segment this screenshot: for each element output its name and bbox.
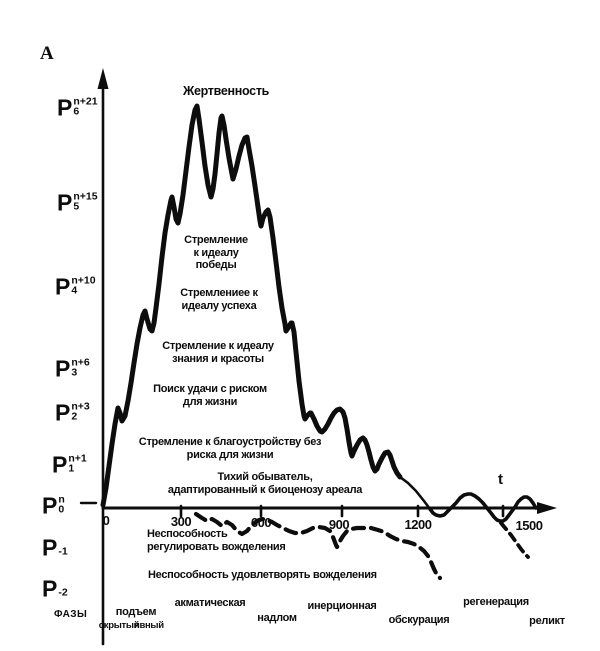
x-tick-label-600: 600 xyxy=(250,515,272,530)
x-axis-title: t xyxy=(498,471,503,488)
subpassionarity-dashed-curve xyxy=(193,511,443,581)
regeneration-wiggle xyxy=(428,492,538,523)
annotation-ideal-of-knowledge: Стремление к идеалу знания и красоты xyxy=(162,340,274,365)
x-tick-label-0: 0 xyxy=(102,513,110,528)
figure-label: А xyxy=(40,43,54,64)
y-axis-label-P-1: P -1 xyxy=(42,534,68,560)
annotation-ideal-of-success: Стремлениее к идеалу успеха xyxy=(180,287,258,312)
y-axis-arrow-icon xyxy=(97,68,109,89)
x-tick-label-300: 300 xyxy=(170,514,192,529)
phase-label: инерционная xyxy=(307,600,377,612)
passionarity-main-curve xyxy=(100,103,403,508)
annotation-cannot-satisfy: Неспособность удовлетворять вожделения xyxy=(148,569,377,581)
relict-dashed-tail xyxy=(499,521,530,559)
annotation-comfort-without-risk: Стремление к благоустройству без риска дл… xyxy=(138,436,322,461)
annotation-risk-seeking: Поиск удачи с риском для жизни xyxy=(153,383,267,408)
phase-label: скрытый xyxy=(98,620,140,631)
phases-caption: ФАЗЫ xyxy=(54,609,88,620)
phase-label: акматическая xyxy=(174,597,246,609)
annotation-sacrifice: Жертвенность xyxy=(182,84,270,98)
passionarity-thin-tail xyxy=(398,475,432,511)
x-tick-label-1500: 1500 xyxy=(515,518,543,533)
x-axis-arrow-icon xyxy=(537,502,557,514)
phase-label: обскурация xyxy=(388,614,450,626)
phase-label: реликт xyxy=(529,615,565,627)
annotation-cannot-regulate: Неспособность регулировать вожделения xyxy=(147,528,286,553)
y-axis-label-P-2: P -2 xyxy=(42,575,68,601)
annotation-quiet-citizen: Тихий обыватель, адаптированный к биоцено… xyxy=(167,471,363,496)
phase-label: регенерация xyxy=(463,596,529,608)
x-tick-label-1200: 1200 xyxy=(404,517,432,532)
phase-label: явный xyxy=(134,620,164,631)
x-tick-label-900: 900 xyxy=(328,517,350,532)
phase-label: надлом xyxy=(257,612,297,624)
phase-label: подъем xyxy=(115,606,157,618)
annotation-ideal-of-victory: Стремление к идеалу победы xyxy=(184,234,248,271)
